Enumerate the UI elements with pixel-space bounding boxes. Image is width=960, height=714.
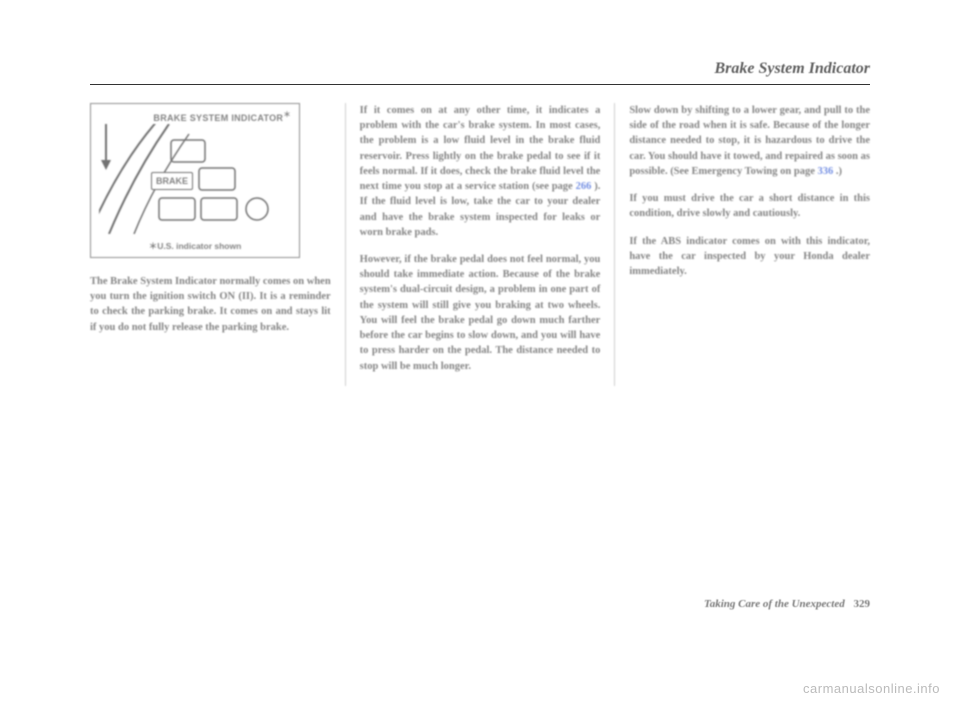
- diagram-footnote: ＊U.S. indicator shown: [91, 240, 299, 252]
- column-2: If it comes on at any other time, it ind…: [346, 103, 616, 386]
- col3-p3: If the ABS indicator comes on with this …: [629, 234, 870, 280]
- header-divider: [90, 84, 870, 85]
- manual-page: Brake System Indicator BRAKE SYSTEM INDI…: [90, 60, 870, 620]
- page-footer: Taking Care of the Unexpected 329: [704, 598, 870, 610]
- diagram-asterisk: ＊: [283, 110, 291, 119]
- content-columns: BRAKE SYSTEM INDICATOR＊ BRAKE: [90, 103, 870, 386]
- footer-page-number: 329: [854, 598, 871, 610]
- col3-p1: Slow down by shifting to a lower gear, a…: [629, 103, 870, 179]
- col2-p2: However, if the brake pedal does not fee…: [360, 252, 601, 374]
- page-title: Brake System Indicator: [90, 60, 870, 78]
- page-link-336[interactable]: 336: [817, 166, 833, 177]
- diagram-title: BRAKE SYSTEM INDICATOR＊: [153, 110, 291, 125]
- page-link-266[interactable]: 266: [576, 181, 592, 192]
- column-3: Slow down by shifting to a lower gear, a…: [615, 103, 870, 386]
- diagram-title-text: BRAKE SYSTEM INDICATOR: [153, 113, 283, 123]
- col2-p1-text-a: If it comes on at any other time, it ind…: [360, 105, 601, 192]
- col2-p1: If it comes on at any other time, it ind…: [360, 103, 601, 240]
- col3-p2: If you must drive the car a short distan…: [629, 191, 870, 221]
- footer-section: Taking Care of the Unexpected: [704, 598, 845, 610]
- watermark: carmanualsonline.info: [803, 681, 940, 696]
- column-1: BRAKE SYSTEM INDICATOR＊ BRAKE: [90, 103, 346, 386]
- pointer-arrow-icon: [99, 124, 293, 234]
- col1-p1: The Brake System Indicator normally come…: [90, 274, 331, 335]
- col3-p1-text-b: .): [833, 166, 842, 177]
- brake-indicator-diagram: BRAKE SYSTEM INDICATOR＊ BRAKE: [90, 103, 300, 258]
